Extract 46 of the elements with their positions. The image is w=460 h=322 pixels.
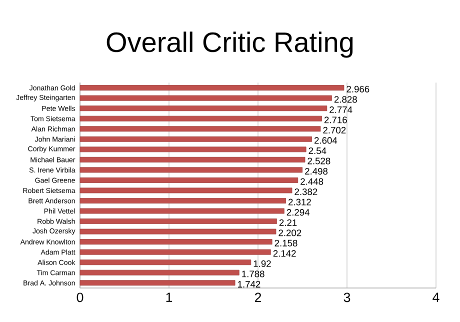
data-label: 2.142 xyxy=(273,250,296,257)
data-label: 2.312 xyxy=(288,198,311,206)
bar xyxy=(80,228,276,234)
data-label: 2.54 xyxy=(308,147,326,154)
x-tick-label: 0 xyxy=(76,292,84,302)
data-label: 2.382 xyxy=(294,188,318,196)
bar xyxy=(80,218,277,224)
data-label: 2.294 xyxy=(286,209,310,216)
data-label: 2.828 xyxy=(334,96,357,103)
x-tick-label: 1 xyxy=(166,292,172,302)
bar xyxy=(80,106,328,112)
data-label: 2.528 xyxy=(308,158,330,164)
chart-title: Overall Critic Rating xyxy=(106,32,353,58)
bar xyxy=(80,239,272,245)
data-label: 2.498 xyxy=(305,168,328,175)
data-label: 2.966 xyxy=(346,86,370,92)
data-label: 1.92 xyxy=(254,260,271,267)
x-tick-label: 2 xyxy=(254,292,262,302)
bar xyxy=(80,208,284,214)
bar xyxy=(80,95,332,101)
data-label: 2.702 xyxy=(323,126,346,134)
bar xyxy=(80,116,322,122)
data-label: 2.604 xyxy=(314,137,338,144)
data-label: 2.202 xyxy=(278,230,302,236)
data-label: 2.774 xyxy=(330,106,352,113)
x-tick-label: 4 xyxy=(432,292,440,302)
bar xyxy=(80,85,344,91)
bar xyxy=(80,136,312,142)
bar xyxy=(80,126,321,132)
bar xyxy=(80,260,252,266)
data-label: 1.742 xyxy=(238,280,260,288)
bar xyxy=(80,280,236,286)
bar xyxy=(80,146,306,152)
bar xyxy=(80,270,240,276)
bar xyxy=(80,167,303,173)
x-tick-label: 3 xyxy=(344,292,350,302)
data-label: 2.448 xyxy=(300,178,324,185)
data-label: 1.788 xyxy=(242,270,264,278)
data-label: 2.716 xyxy=(324,116,347,124)
bar xyxy=(80,249,271,255)
data-label: 2.158 xyxy=(274,240,298,246)
bar xyxy=(80,198,286,204)
bar xyxy=(80,156,306,162)
bar xyxy=(80,177,298,183)
data-label: 2.21 xyxy=(279,219,297,226)
bar xyxy=(80,188,292,194)
